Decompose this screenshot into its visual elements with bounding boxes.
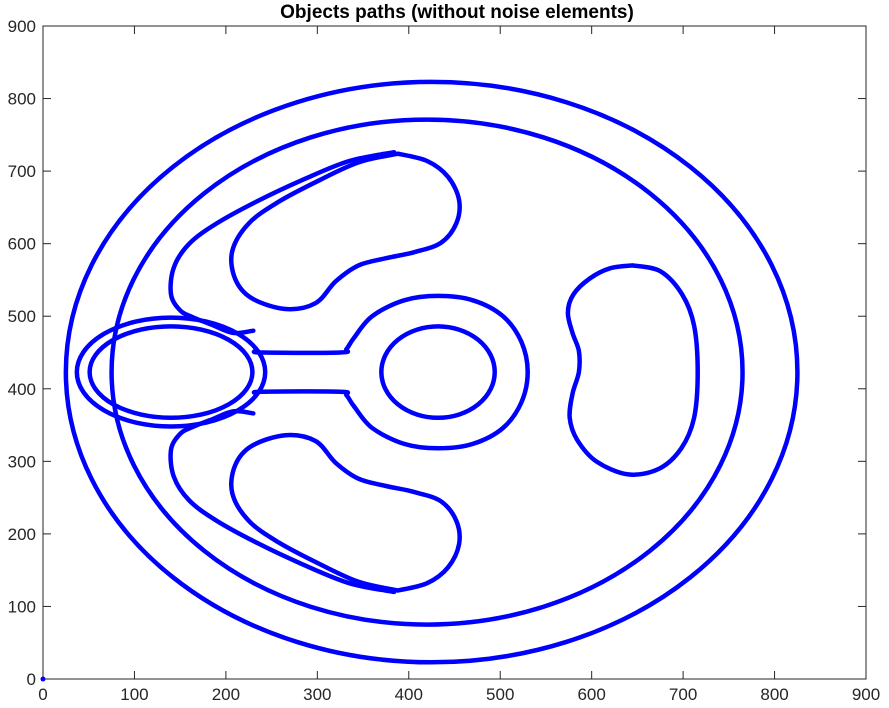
object-path-11	[565, 263, 700, 477]
object-path-10	[168, 408, 397, 595]
origin-point	[40, 676, 46, 682]
object-path-5	[379, 324, 497, 421]
y-tick-label: 600	[8, 235, 36, 254]
object-path-2	[109, 117, 745, 627]
y-tick-label: 700	[8, 162, 36, 181]
object-path-3	[74, 315, 268, 429]
ticks-layer	[42, 25, 867, 680]
axes-box	[42, 25, 867, 680]
chart-title: Objects paths (without noise elements)	[280, 2, 634, 23]
y-tick-label: 900	[8, 17, 36, 36]
x-tick-label: 500	[486, 685, 514, 704]
y-tick-label: 400	[8, 380, 36, 399]
object-path-6	[251, 293, 530, 451]
y-tick-label: 200	[8, 525, 36, 544]
paths-layer	[40, 79, 800, 682]
object-path-8	[168, 149, 397, 336]
tick-labels-layer: 0 100 200 300 400 500 600 700 800 900 0 100 200 300 40…	[8, 17, 881, 704]
x-tick-label: 600	[577, 685, 605, 704]
x-tick-label: 200	[212, 685, 240, 704]
x-tick-label: 300	[303, 685, 331, 704]
y-tick-label: 0	[27, 670, 36, 689]
x-tick-label: 900	[852, 685, 880, 704]
object-path-9	[229, 432, 462, 593]
object-path-1	[63, 79, 800, 665]
x-tick-label: 700	[669, 685, 697, 704]
y-tick-label: 800	[8, 90, 36, 109]
x-tick-label: 800	[760, 685, 788, 704]
x-tick-label: 100	[120, 685, 148, 704]
x-tick-label: 0	[38, 685, 47, 704]
object-path-4	[87, 324, 255, 421]
y-tick-label: 100	[8, 597, 36, 616]
y-tick-label: 300	[8, 452, 36, 471]
object-path-7	[229, 151, 462, 312]
y-tick-label: 500	[8, 307, 36, 326]
x-tick-label: 400	[395, 685, 423, 704]
